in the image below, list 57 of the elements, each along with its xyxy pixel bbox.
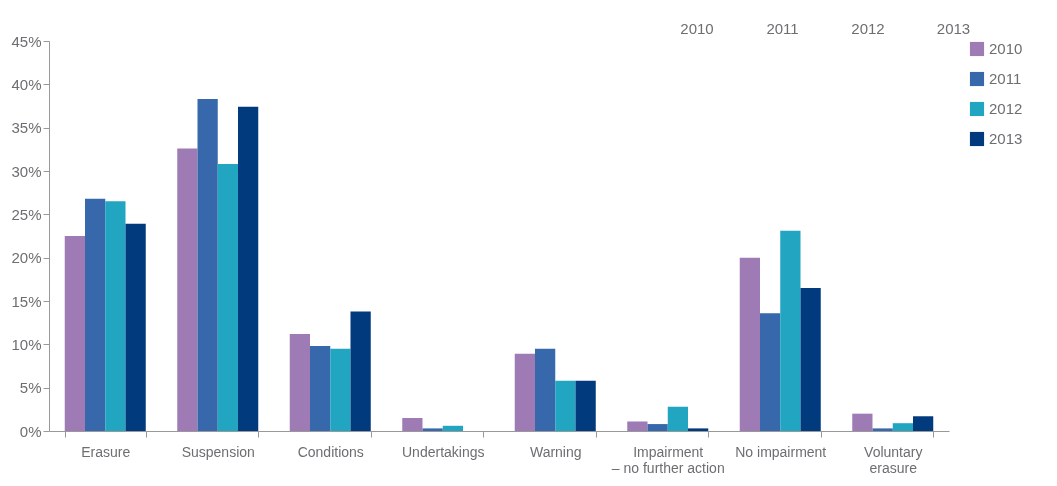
y-tick-label: 10% [11, 335, 42, 353]
legend-label: 2011 [989, 70, 1022, 87]
bar [64, 236, 85, 431]
bar [85, 198, 106, 431]
x-tick-label: Voluntary erasure [864, 443, 923, 476]
bar [800, 288, 821, 431]
y-tick-label: 40% [11, 75, 42, 93]
bar [555, 380, 576, 431]
x-tick-label: Warning [529, 443, 582, 460]
bar [238, 106, 259, 431]
bar [197, 99, 218, 431]
text: 2011 [766, 20, 799, 37]
text: 2013 [936, 20, 971, 37]
legend-label: 2010 [989, 40, 1023, 57]
y-tick-label: 30% [11, 162, 42, 180]
bar [575, 380, 596, 431]
bar [627, 421, 648, 431]
bar [422, 428, 443, 431]
y-tick-label: 20% [11, 249, 42, 267]
bar [217, 164, 238, 431]
x-tick-label: Undertakings [402, 443, 485, 460]
bar [514, 353, 535, 431]
bar [913, 416, 934, 431]
bar [177, 148, 198, 431]
x-tick-label: Erasure [81, 443, 131, 460]
y-tick-label: 45% [11, 32, 42, 50]
bar [310, 346, 331, 431]
y-tick-label: 35% [11, 119, 42, 137]
bar [739, 257, 760, 431]
legend-label: 2012 [989, 100, 1023, 117]
legend-label: 2013 [989, 130, 1023, 147]
bar [289, 333, 310, 431]
x-tick-label: Conditions [297, 443, 364, 460]
bar [688, 428, 709, 431]
bar [535, 348, 556, 431]
x-tick-label: No impairment [735, 443, 827, 460]
text: 2012 [851, 20, 885, 37]
bar [350, 311, 371, 431]
y-tick-label: 25% [11, 205, 42, 223]
bar [125, 223, 146, 431]
x-tick-label: Suspension [181, 443, 255, 460]
bar [780, 230, 801, 431]
bar [330, 348, 351, 431]
x-tick-label: Impairment – no further action [611, 443, 725, 476]
bar [892, 423, 913, 431]
bar [852, 413, 873, 431]
y-tick-label: 15% [11, 292, 42, 310]
bar [105, 201, 126, 431]
bar [442, 425, 463, 431]
y-tick-label: 0% [19, 422, 42, 440]
y-tick-label: 5% [19, 379, 42, 397]
bar [667, 406, 688, 431]
text: 2010 [680, 20, 714, 37]
bar [647, 424, 668, 431]
bar [402, 418, 423, 431]
bar [760, 313, 781, 431]
bar [872, 428, 893, 431]
